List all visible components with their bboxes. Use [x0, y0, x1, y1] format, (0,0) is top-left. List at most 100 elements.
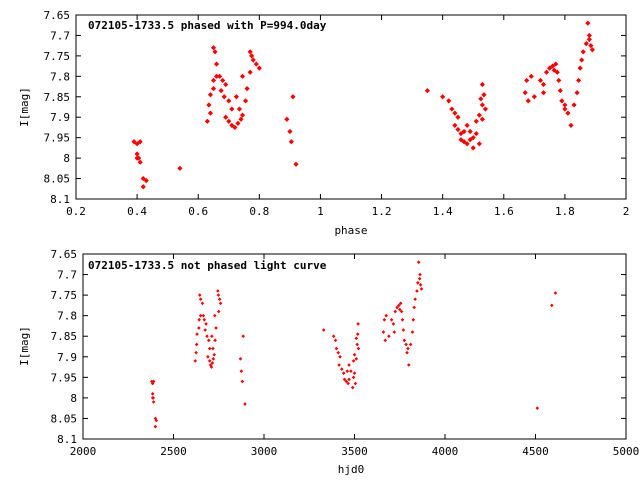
unphased-y-tick-label: 7.65	[51, 248, 78, 261]
unphased-x-tick-label: 3500	[341, 445, 368, 458]
unphased-data-point	[351, 375, 356, 380]
unphased-x-tick-label: 2500	[160, 445, 187, 458]
unphased-data-point	[207, 346, 212, 351]
unphased-data-point	[399, 309, 404, 314]
phased-data-point	[562, 106, 568, 112]
phased-data-point	[464, 141, 470, 147]
phased-data-point	[232, 124, 238, 131]
phased-y-tick-label: 7.9	[50, 111, 70, 124]
phased-data-point	[583, 41, 589, 47]
unphased-data-point	[553, 291, 558, 295]
phased-x-tick-label: 1.2	[372, 205, 392, 218]
unphased-data-point	[151, 379, 156, 384]
unphased-data-point	[203, 328, 207, 332]
unphased-data-point	[382, 317, 387, 322]
phased-data-point	[479, 102, 485, 108]
phased-data-point	[479, 116, 485, 122]
phased-data-point	[247, 49, 253, 55]
unphased-data-point	[397, 307, 402, 312]
phased-data-point	[293, 161, 299, 167]
unphased-data-point	[350, 385, 355, 390]
unphased-x-tick-label: 3000	[251, 445, 278, 458]
unphased-data-point	[153, 416, 158, 421]
unphased-data-point	[210, 334, 214, 339]
unphased-data-point	[387, 334, 391, 339]
unphased-data-point	[205, 334, 209, 339]
phased-data-point	[452, 110, 458, 116]
unphased-data-point	[397, 303, 401, 308]
phased-data-point	[207, 110, 214, 116]
phased-data-point	[579, 57, 585, 63]
phased-data-point	[467, 128, 473, 135]
unphased-data-point	[239, 369, 244, 373]
phased-data-point	[481, 92, 487, 98]
unphased-data-point	[195, 332, 199, 336]
phased-data-point	[249, 53, 255, 59]
phased-data-point	[461, 128, 467, 135]
phased-data-point	[239, 73, 246, 79]
unphased-data-point	[216, 289, 220, 293]
unphased-data-point	[393, 309, 398, 314]
phased-y-tick-label: 7.7	[50, 29, 70, 42]
phased-data-point	[244, 86, 250, 92]
phased-data-point	[476, 112, 482, 118]
unphased-data-point	[345, 369, 350, 373]
phased-x-tick-label: 1.8	[555, 205, 575, 218]
unphased-data-point	[197, 317, 202, 322]
unphased-data-point	[410, 330, 415, 334]
unphased-data-point	[341, 371, 346, 376]
unphased-data-point	[213, 338, 217, 343]
phased-data-point	[576, 77, 582, 84]
unphased-x-tick-label: 5000	[613, 445, 640, 458]
phased-data-point	[250, 57, 256, 63]
phased-data-point	[565, 110, 571, 116]
unphased-plot-frame	[82, 253, 627, 440]
unphased-data-point	[402, 338, 407, 343]
phased-data-point	[213, 61, 220, 67]
unphased-data-point	[356, 322, 360, 326]
phased-data-point	[424, 88, 430, 94]
phased-y-tick-label: 7.75	[44, 50, 71, 63]
phased-plot-title: 072105-1733.5 phased with P=994.0day	[88, 19, 327, 32]
unphased-data-point	[349, 369, 353, 373]
phased-data-point	[288, 139, 295, 145]
unphased-data-point	[383, 338, 388, 343]
phased-data-point	[455, 126, 461, 133]
phased-data-point	[473, 118, 479, 124]
phased-data-point	[540, 81, 547, 88]
unphased-data-point	[398, 301, 403, 306]
unphased-data-point	[201, 313, 206, 318]
unphased-data-point	[401, 328, 406, 332]
phased-y-tick-label: 8.1	[50, 193, 70, 206]
unphased-data-point	[353, 381, 358, 386]
phased-y-tick-label: 7.95	[44, 132, 71, 145]
phased-x-tick-label: 0.8	[249, 205, 269, 218]
unphased-data-point	[384, 313, 388, 318]
phased-data-point	[550, 63, 556, 69]
unphased-data-point	[417, 276, 422, 281]
unphased-data-point	[211, 357, 216, 361]
unphased-data-point	[197, 326, 201, 330]
unphased-data-point	[351, 359, 356, 363]
unphased-y-tick-label: 8	[70, 392, 77, 405]
unphased-data-point	[331, 334, 336, 339]
phased-data-point	[440, 94, 446, 100]
phased-data-point	[207, 92, 214, 98]
unphased-data-point	[194, 342, 199, 347]
phased-data-point	[177, 165, 183, 171]
phased-data-point	[253, 61, 259, 67]
unphased-data-point	[206, 354, 210, 359]
unphased-data-point	[418, 283, 423, 287]
unphased-data-point	[395, 305, 399, 310]
unphased-light-curve-panel: 2000 2500 3000 3500 4000 4500 5000 7.65 7.7 7.75 7…	[18, 248, 639, 476]
phased-data-point	[134, 151, 140, 157]
phased-data-point	[586, 36, 592, 43]
phased-data-point	[543, 69, 550, 75]
phased-data-point	[206, 102, 212, 108]
phased-data-point	[524, 77, 530, 84]
phased-data-point	[210, 86, 217, 92]
unphased-data-point	[337, 363, 341, 367]
unphased-data-point	[218, 301, 223, 306]
unphased-data-point	[197, 293, 202, 297]
phased-data-point	[470, 135, 476, 141]
